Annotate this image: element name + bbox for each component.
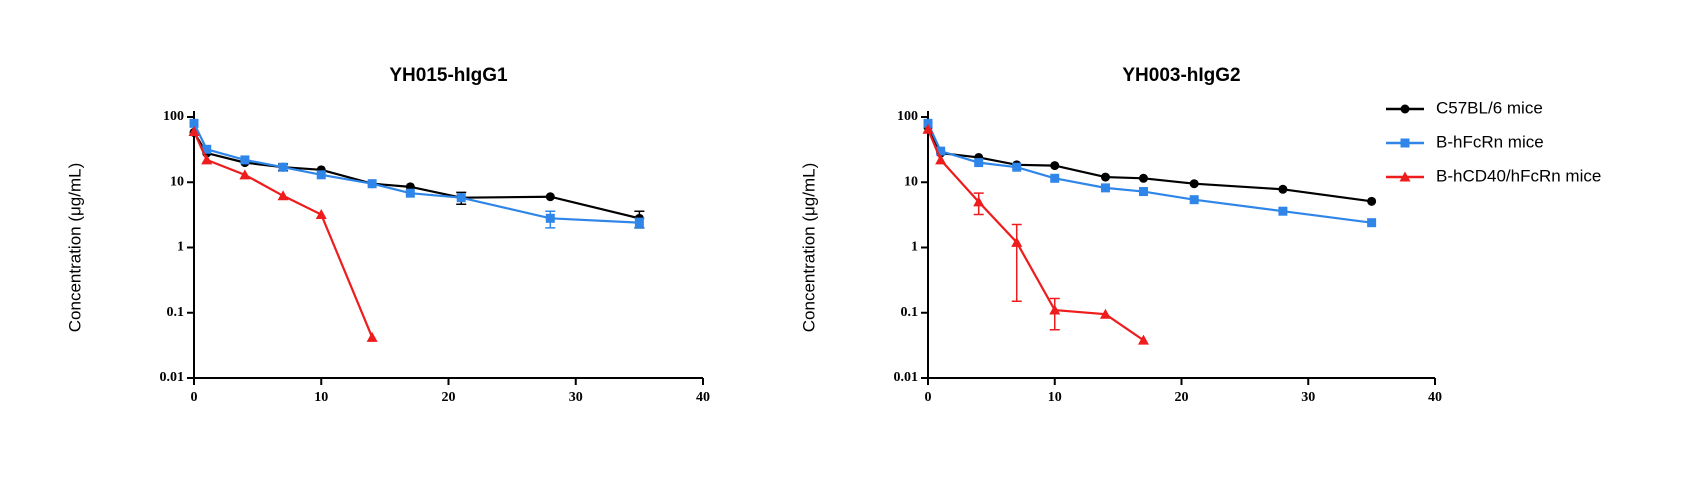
point [278, 162, 288, 172]
point [973, 196, 985, 207]
point [1278, 206, 1288, 216]
point [1367, 218, 1377, 228]
series-line [926, 128, 1145, 342]
y-tick-label: 1 [177, 240, 184, 255]
x-tick-label: 10 [314, 390, 328, 405]
error-bar [1011, 223, 1022, 303]
point [923, 118, 933, 128]
point [188, 125, 200, 136]
y-tick-label: 1 [911, 240, 918, 255]
point [1399, 171, 1411, 182]
series-line [193, 122, 640, 224]
x-tick-label: 40 [696, 390, 710, 405]
y-tick-label: 0.01 [160, 370, 185, 385]
point [1400, 138, 1410, 148]
point [316, 170, 326, 180]
y-axis-label: Concentration (μg/mL) [65, 163, 84, 332]
chart-title: YH003-hIgG2 [1122, 65, 1240, 86]
x-tick-label: 10 [1048, 390, 1062, 405]
point [1012, 162, 1022, 172]
point [239, 169, 251, 180]
point [545, 213, 555, 223]
y-tick-label: 0.01 [894, 370, 919, 385]
point [1099, 308, 1111, 319]
y-tick-label: 0.1 [167, 305, 185, 320]
point [315, 209, 327, 220]
point [1400, 104, 1410, 114]
point [405, 188, 415, 198]
x-tick-label: 30 [569, 390, 583, 405]
y-tick-label: 0.1 [901, 305, 919, 320]
y-axis-label: Concentration (μg/mL) [799, 163, 818, 332]
point [189, 118, 199, 128]
point [1367, 196, 1377, 206]
legend-label: C57BL/6 mice [1436, 98, 1543, 117]
x-tick-label: 40 [1428, 390, 1442, 405]
x-tick-label: 0 [925, 390, 932, 405]
series-line [927, 126, 1372, 203]
point [1278, 184, 1288, 194]
point [456, 193, 466, 203]
legend-label: B-hFcRn mice [1436, 132, 1544, 151]
series-line [192, 131, 374, 338]
chart-title: YH015-hIgG1 [389, 65, 508, 86]
point [1011, 236, 1023, 247]
point [936, 146, 946, 156]
series-line [926, 122, 1372, 224]
x-tick-label: 20 [442, 390, 456, 405]
point [922, 123, 934, 134]
point [367, 179, 377, 189]
point [1138, 173, 1148, 183]
point [974, 158, 984, 168]
x-tick-label: 30 [1301, 390, 1315, 405]
point [545, 192, 555, 202]
point [1189, 195, 1199, 205]
y-tick-label: 100 [897, 109, 918, 124]
point [277, 190, 289, 201]
point [1100, 172, 1110, 182]
y-tick-label: 100 [163, 109, 184, 124]
point [240, 155, 250, 165]
x-tick-label: 0 [191, 390, 198, 405]
point [1189, 179, 1199, 189]
point [201, 154, 213, 165]
point [1137, 334, 1149, 345]
point [366, 331, 378, 342]
point [935, 154, 947, 165]
point [634, 218, 644, 228]
series-line [193, 131, 640, 220]
point [202, 144, 212, 154]
point [1050, 161, 1060, 171]
point [1100, 183, 1110, 193]
point [1049, 304, 1061, 315]
legend-label: B-hCD40/hFcRn mice [1436, 166, 1601, 185]
x-tick-label: 20 [1175, 390, 1189, 405]
y-tick-label: 10 [170, 174, 184, 189]
y-tick-label: 10 [904, 174, 918, 189]
point [1050, 173, 1060, 183]
point [1138, 187, 1148, 197]
